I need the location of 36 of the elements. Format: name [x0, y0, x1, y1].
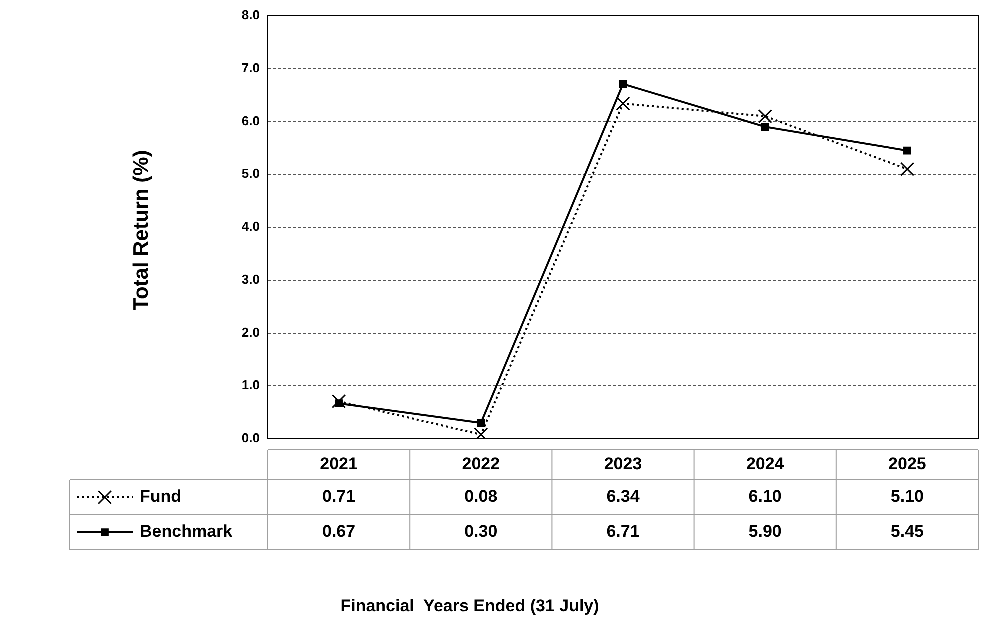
- point: [616, 96, 630, 111]
- y-tick-label: 8.0: [242, 8, 260, 23]
- x-tick-label: 2023: [604, 454, 642, 474]
- x-tick-label: 2025: [888, 454, 926, 474]
- data-label: 0.30: [464, 522, 498, 542]
- y-tick-label: 3.0: [242, 272, 260, 287]
- data-label: 6.34: [606, 487, 640, 506]
- y-tick-label: 0.0: [242, 430, 260, 446]
- x-tick-label: 2022: [462, 454, 500, 474]
- y-axis-title: Total Return (%): [130, 150, 153, 311]
- point: [332, 394, 346, 409]
- data-label: 5.90: [748, 522, 782, 542]
- data-label: 5.10: [890, 487, 924, 506]
- data-label: 0.71: [322, 487, 356, 506]
- point: [761, 123, 770, 131]
- x-tick-label: 2024: [746, 454, 785, 474]
- legend-label: Benchmark: [140, 522, 234, 542]
- point: [900, 162, 915, 176]
- data-label: 6.10: [748, 487, 782, 506]
- legend-label: Fund: [140, 487, 182, 506]
- point: [904, 146, 912, 155]
- point: [758, 109, 772, 124]
- y-tick-label: 4.0: [242, 219, 260, 234]
- y-tick-label: 7.0: [242, 60, 260, 76]
- y-tick-label: 6.0: [242, 113, 260, 128]
- point: [619, 80, 628, 88]
- y-tick-label: 5.0: [242, 166, 260, 182]
- data-label: 5.45: [890, 522, 924, 542]
- data-label: 6.71: [606, 522, 640, 542]
- data-label: 0.08: [464, 487, 498, 506]
- y-tick-label: 2.0: [242, 324, 260, 340]
- y-tick-label: 1.0: [242, 378, 260, 393]
- text: Financial Years Ended (31 July): [340, 596, 600, 616]
- data-label: 0.67: [322, 522, 356, 542]
- x-tick-label: 2021: [320, 454, 358, 474]
- point: [477, 419, 486, 428]
